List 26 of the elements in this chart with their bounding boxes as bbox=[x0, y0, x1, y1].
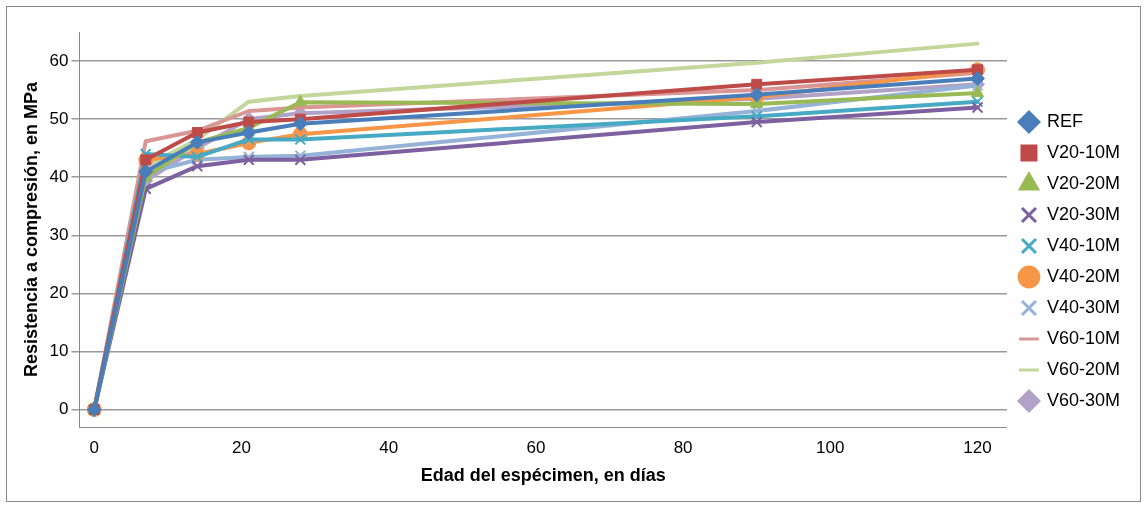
legend-label: V60-30M bbox=[1046, 389, 1121, 410]
legend-label: V60-20M bbox=[1046, 358, 1121, 379]
y-tick-label: 10 bbox=[49, 341, 69, 361]
legend-label: V40-10M bbox=[1046, 234, 1121, 255]
x-tick-label: 60 bbox=[526, 437, 546, 457]
x-tick-label: 80 bbox=[673, 437, 693, 457]
legend-label: V60-10M bbox=[1046, 327, 1121, 348]
legend-label: REF bbox=[1046, 110, 1083, 131]
x-tick-label: 100 bbox=[816, 437, 845, 457]
x-tick-label: 40 bbox=[379, 437, 399, 457]
y-tick-label: 60 bbox=[49, 50, 69, 70]
y-tick-label: 40 bbox=[49, 166, 69, 186]
x-tick-label: 20 bbox=[231, 437, 251, 457]
legend-label: V20-30M bbox=[1046, 203, 1121, 224]
legend-label: V40-20M bbox=[1046, 265, 1121, 286]
y-axis-title: Resistencia a compresión, en MPa bbox=[20, 80, 41, 378]
y-tick-label: 50 bbox=[49, 108, 69, 128]
legend-label: V20-10M bbox=[1046, 141, 1121, 162]
y-tick-label: 0 bbox=[59, 399, 69, 419]
x-tick-label: 0 bbox=[89, 437, 99, 457]
legend-label: V40-30M bbox=[1046, 296, 1121, 317]
y-tick-label: 30 bbox=[49, 225, 69, 244]
legend-label: V20-20M bbox=[1046, 172, 1121, 193]
x-tick-label: 120 bbox=[963, 437, 992, 457]
x-axis-title: Edad del espécimen, en días bbox=[420, 465, 666, 486]
y-tick-label: 20 bbox=[49, 283, 69, 303]
